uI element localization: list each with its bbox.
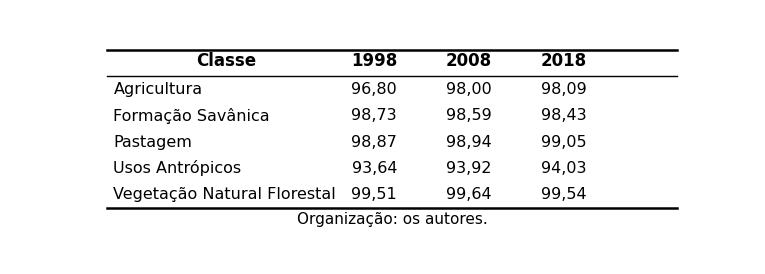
Text: 2018: 2018: [541, 52, 587, 70]
Text: 98,94: 98,94: [446, 135, 492, 150]
Text: 94,03: 94,03: [542, 161, 587, 176]
Text: Agricultura: Agricultura: [113, 82, 203, 97]
Text: 98,73: 98,73: [351, 108, 397, 123]
Text: 99,64: 99,64: [446, 187, 492, 202]
Text: 99,54: 99,54: [541, 187, 587, 202]
Text: Vegetação Natural Florestal: Vegetação Natural Florestal: [113, 187, 336, 202]
Text: Classe: Classe: [196, 52, 256, 70]
Text: 2008: 2008: [446, 52, 492, 70]
Text: Usos Antrópicos: Usos Antrópicos: [113, 161, 242, 176]
Text: 93,64: 93,64: [352, 161, 397, 176]
Text: 1998: 1998: [351, 52, 397, 70]
Text: 96,80: 96,80: [351, 82, 397, 97]
Text: 98,00: 98,00: [446, 82, 492, 97]
Text: Formação Savânica: Formação Savânica: [113, 108, 270, 124]
Text: Pastagem: Pastagem: [113, 135, 192, 150]
Text: 98,87: 98,87: [351, 135, 397, 150]
Text: 99,51: 99,51: [351, 187, 397, 202]
Text: 93,92: 93,92: [447, 161, 492, 176]
Text: 98,43: 98,43: [541, 108, 587, 123]
Text: 98,59: 98,59: [446, 108, 492, 123]
Text: 98,09: 98,09: [541, 82, 587, 97]
Text: Organização: os autores.: Organização: os autores.: [297, 212, 487, 227]
Text: 99,05: 99,05: [541, 135, 587, 150]
